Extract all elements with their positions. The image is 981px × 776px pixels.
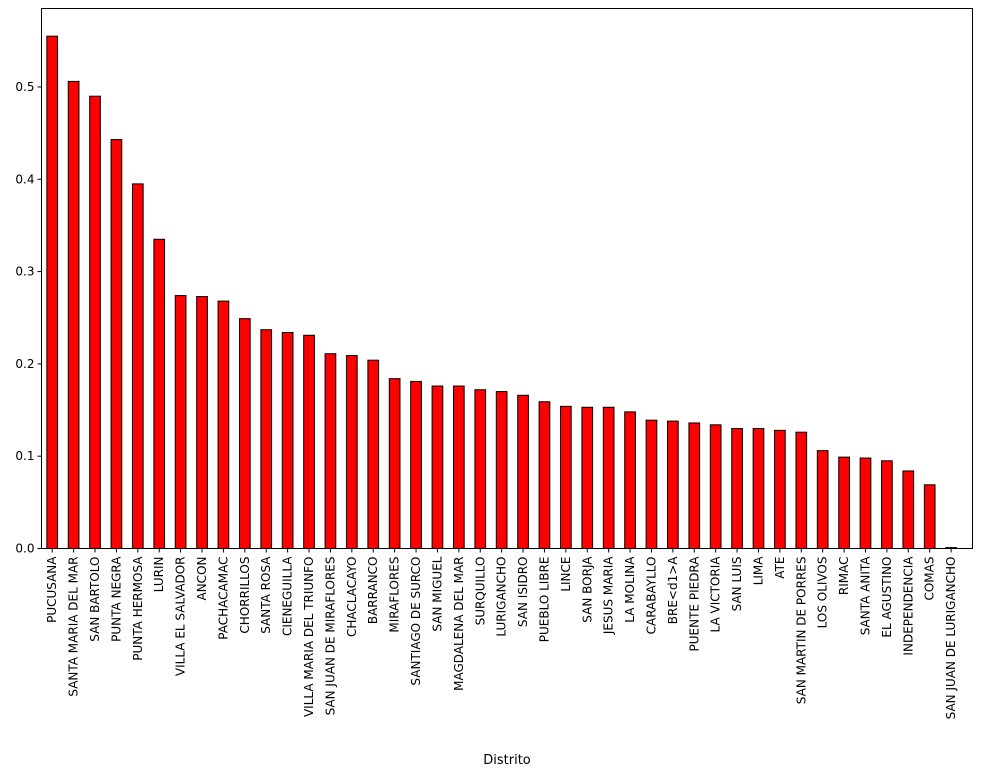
x-tick-label: MIRAFLORES — [388, 557, 402, 633]
x-tick-label: SAN BARTOLO — [88, 557, 102, 642]
bar — [153, 238, 166, 550]
bar — [89, 95, 101, 549]
x-tick-label: SAN JUAN DE MIRAFLORES — [323, 557, 337, 716]
bar — [752, 428, 765, 549]
x-tick-label: BRE<d1>A — [666, 556, 680, 625]
bar — [795, 431, 808, 549]
x-tick-label: JESUS MARIA — [602, 556, 616, 635]
x-axis-label: Distrito — [483, 753, 531, 768]
plot-frame — [41, 8, 973, 549]
bar — [688, 422, 701, 549]
x-tick-label: SANTIAGO DE SURCO — [409, 557, 423, 686]
x-tick-label: SAN JUAN DE LURIGANCHO — [944, 557, 958, 720]
x-tick-label: ANCON — [195, 557, 209, 601]
x-tick-label: COMAS — [923, 557, 937, 601]
bar — [923, 484, 936, 549]
y-tick-label: 0.4 — [15, 172, 34, 186]
x-tick-label: ATE — [773, 557, 787, 579]
bar — [260, 329, 273, 550]
x-tick-label: VILLA EL SALVADOR — [174, 557, 188, 677]
x-tick-label: SANTA ANITA — [858, 556, 872, 636]
y-axis: 0.0 0.1 0.2 0.3 0.4 0.5 — [15, 80, 42, 556]
y-tick-label: 0.1 — [15, 449, 34, 463]
bar — [816, 450, 829, 549]
x-tick-label: SAN ISIDRO — [516, 557, 530, 628]
bar — [452, 385, 465, 550]
bar — [517, 394, 529, 549]
bar — [388, 378, 401, 549]
x-tick-label: CARABAYLLO — [644, 557, 658, 635]
x-tick-label: INDEPENDENCIA — [901, 556, 915, 656]
bar — [495, 391, 508, 549]
bar — [538, 401, 551, 550]
x-tick-label: LA VICTORIA — [709, 556, 723, 633]
bar — [581, 406, 594, 549]
bar — [174, 295, 187, 549]
x-tick-label: RIMAC — [837, 557, 851, 596]
bar — [645, 419, 658, 549]
bar — [410, 380, 422, 550]
x-tick-label: LINCE — [559, 557, 573, 592]
x-tick-label: LURIGANCHO — [495, 557, 509, 637]
bar — [774, 429, 786, 550]
x-tick-label: PACHACAMAC — [216, 557, 230, 640]
x-tick-label: PUNTA HERMOSA — [131, 556, 145, 661]
x-tick-label: PUCUSANA — [45, 556, 59, 623]
x-tick-label: CIENEGUILLA — [281, 556, 295, 636]
x-tick-label: SAN LUIS — [730, 557, 744, 612]
x-tick-label: PUEBLO LIBRE — [537, 557, 551, 643]
x-tick-label: EL AGUSTINO — [880, 557, 894, 638]
bar — [624, 411, 636, 549]
bar — [367, 359, 380, 549]
x-tick-label: CHORRILLOS — [238, 557, 252, 634]
x-tick-label: SURQUILLO — [473, 557, 487, 626]
x-tick-label: PUNTA NEGRA — [109, 556, 123, 642]
y-tick-label: 0.3 — [15, 265, 34, 279]
bar — [196, 296, 208, 549]
bar — [110, 139, 123, 550]
x-tick-label: SAN MIGUEL — [430, 556, 444, 631]
y-tick-label: 0.0 — [15, 542, 34, 556]
bar — [859, 457, 872, 550]
bar — [731, 428, 743, 549]
bar — [881, 460, 893, 549]
bar — [602, 406, 615, 549]
bar — [560, 405, 572, 549]
bar — [431, 385, 444, 550]
bar — [345, 355, 358, 549]
x-tick-label: SANTA ROSA — [259, 556, 273, 634]
y-tick-label: 0.5 — [15, 80, 34, 94]
bar — [67, 80, 80, 549]
x-tick-label: LOS OLIVOS — [816, 557, 830, 629]
bar — [324, 353, 337, 550]
x-axis: PUCUSANA SANTA MARIA DEL MAR SAN BARTOLO PU… — [45, 548, 958, 720]
bar — [303, 334, 315, 549]
bar — [217, 300, 230, 549]
bar — [902, 470, 915, 549]
bar — [238, 318, 251, 549]
x-tick-label: MAGDALENA DEL MAR — [452, 557, 466, 691]
bars-group — [46, 35, 957, 550]
x-tick-label: PUENTE PIEDRA — [687, 556, 701, 652]
y-tick-label: 0.2 — [15, 357, 34, 371]
bar — [131, 183, 144, 549]
x-tick-label: SAN MARTIN DE PORRES — [794, 557, 808, 705]
bar — [667, 420, 679, 549]
bar — [46, 35, 59, 549]
x-tick-label: BARRANCO — [366, 557, 380, 625]
x-tick-label: LIMA — [751, 556, 765, 586]
bar — [709, 424, 722, 549]
x-tick-label: LA MOLINA — [623, 556, 637, 623]
bar — [281, 332, 294, 549]
bar — [838, 456, 850, 549]
x-tick-label: LURIN — [152, 557, 166, 593]
bar — [474, 389, 487, 550]
x-tick-label: VILLA MARIA DEL TRIUNFO — [302, 557, 316, 718]
x-tick-label: CHACLACAYO — [345, 557, 359, 638]
x-tick-label: SAN BORJA — [580, 556, 594, 623]
x-tick-label: SANTA MARIA DEL MAR — [67, 557, 81, 697]
